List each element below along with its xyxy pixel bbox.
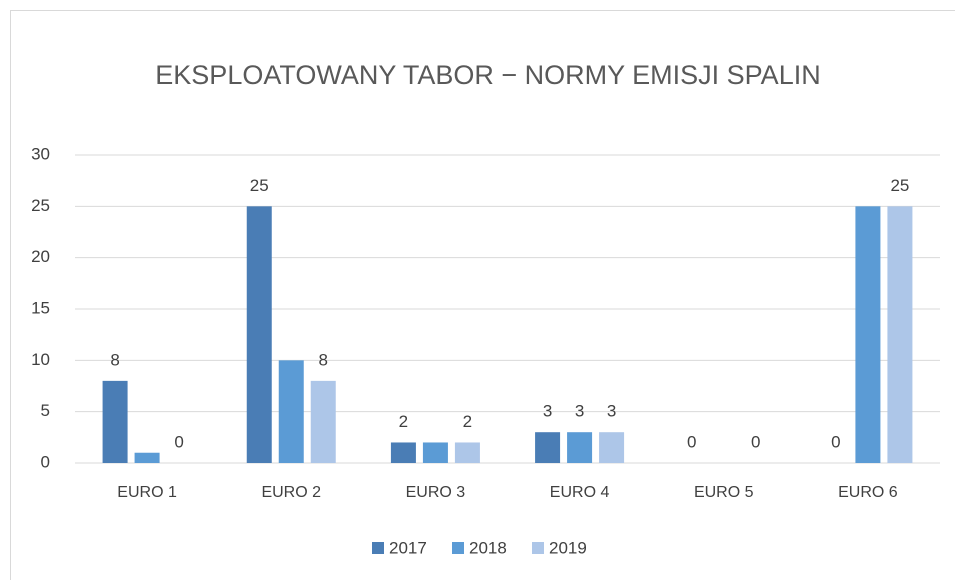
bar [390, 442, 416, 463]
data-label: 2 [463, 412, 472, 431]
bar [310, 380, 336, 463]
x-tick-label: EURO 1 [117, 484, 177, 501]
x-tick-label: EURO 4 [550, 484, 610, 501]
data-label: 25 [890, 176, 909, 195]
x-tick-label: EURO 5 [694, 484, 754, 501]
chart-title: EKSPLOATOWANY TABOR − NORMY EMISJI SPALI… [155, 60, 821, 90]
y-tick-label: 5 [41, 401, 50, 420]
bar [855, 206, 881, 464]
chart-border [10, 10, 955, 580]
data-label: 2 [399, 412, 408, 431]
y-tick-label: 15 [31, 298, 50, 317]
bar [567, 432, 593, 463]
legend-swatch [372, 542, 384, 554]
data-label: 0 [687, 432, 696, 451]
y-tick-label: 30 [31, 144, 50, 163]
x-tick-label: EURO 2 [261, 484, 321, 501]
legend-swatch [452, 542, 464, 554]
y-tick-label: 25 [31, 196, 50, 215]
bar [134, 452, 160, 463]
legend-label: 2019 [549, 538, 587, 557]
bar [454, 442, 480, 463]
data-label: 3 [543, 402, 552, 421]
y-tick-label: 0 [41, 452, 50, 471]
x-tick-label: EURO 3 [406, 484, 466, 501]
data-label: 0 [174, 432, 183, 451]
data-label: 3 [607, 402, 616, 421]
y-tick-label: 10 [31, 350, 50, 369]
bar [422, 442, 448, 463]
bar [246, 206, 272, 464]
data-label: 0 [751, 432, 760, 451]
data-label: 0 [831, 432, 840, 451]
data-label: 8 [319, 350, 328, 369]
x-tick-label: EURO 6 [838, 484, 898, 501]
data-label: 3 [575, 402, 584, 421]
data-label: 8 [110, 350, 119, 369]
bar [278, 360, 304, 463]
y-tick-label: 20 [31, 247, 50, 266]
legend-swatch [532, 542, 544, 554]
data-label: 25 [250, 176, 269, 195]
bar [887, 206, 913, 464]
legend-label: 2018 [469, 538, 507, 557]
legend-label: 2017 [389, 538, 427, 557]
bar [102, 380, 128, 463]
bar [535, 432, 561, 463]
bar [599, 432, 625, 463]
